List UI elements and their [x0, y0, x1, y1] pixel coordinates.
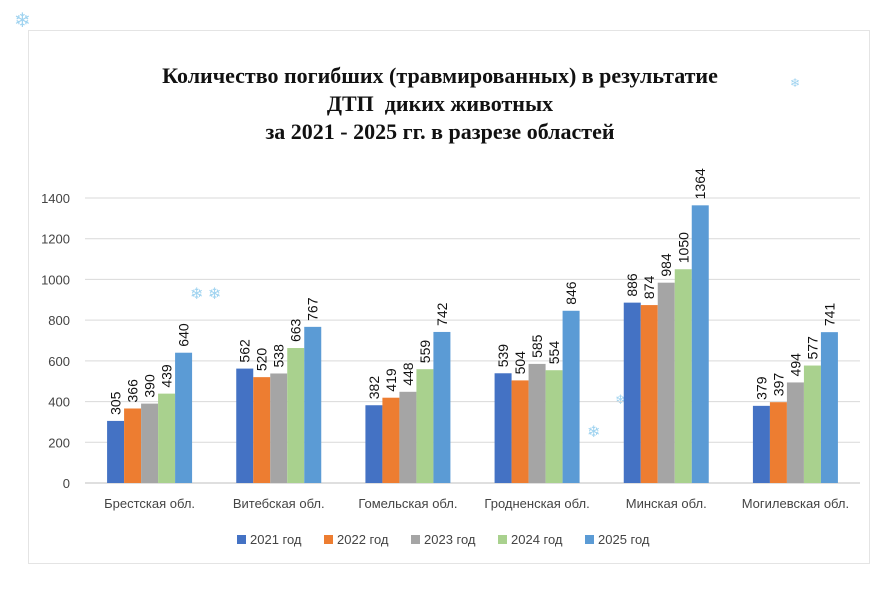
bar — [124, 408, 142, 483]
bar — [236, 368, 254, 483]
chart-title: Количество погибших (травмированных) в р… — [0, 62, 880, 146]
y-tick-label: 1400 — [41, 191, 70, 206]
data-label: 539 — [495, 344, 511, 368]
snowflake-icon: ❄ — [790, 76, 801, 90]
bar — [107, 420, 125, 483]
data-label: 538 — [271, 344, 287, 368]
bar — [141, 403, 159, 483]
bar — [769, 402, 787, 483]
data-label: 742 — [434, 302, 450, 326]
bar — [511, 380, 529, 483]
x-tick-label: Брестская обл. — [104, 496, 195, 511]
data-label: 1050 — [675, 232, 691, 263]
snowflake-icon: ❄ — [615, 392, 626, 407]
legend-swatch — [324, 535, 333, 544]
chart-title-line: ДТП диких животных — [326, 91, 554, 116]
bar — [786, 382, 804, 483]
data-label: 520 — [254, 348, 270, 372]
data-label: 419 — [383, 368, 399, 392]
bar — [270, 373, 288, 483]
y-tick-label: 0 — [63, 476, 70, 491]
bar — [691, 205, 709, 484]
y-tick-label: 600 — [48, 354, 70, 369]
data-label: 366 — [125, 379, 141, 403]
x-tick-label: Минская обл. — [626, 496, 707, 511]
y-tick-label: 800 — [48, 313, 70, 328]
bar — [382, 397, 400, 483]
data-label: 984 — [658, 253, 674, 277]
legend-swatch — [585, 535, 594, 544]
bar — [674, 269, 692, 483]
data-label: 741 — [821, 303, 837, 327]
data-label: 559 — [417, 340, 433, 364]
bar — [623, 302, 641, 483]
legend-swatch — [411, 535, 420, 544]
data-label: 397 — [770, 373, 786, 397]
bar — [399, 391, 417, 483]
legend-label: 2022 год — [337, 532, 389, 547]
data-label: 886 — [624, 273, 640, 297]
bar — [253, 377, 271, 483]
bar — [304, 326, 322, 483]
y-tick-label: 200 — [48, 435, 70, 450]
data-label: 554 — [546, 341, 562, 365]
legend-label: 2025 год — [598, 532, 650, 547]
y-tick-label: 1200 — [41, 232, 70, 247]
bar — [175, 352, 193, 483]
x-tick-label: Гомельская обл. — [358, 496, 457, 511]
y-tick-label: 1000 — [41, 272, 70, 287]
bar — [158, 393, 176, 483]
data-label: 846 — [563, 281, 579, 305]
data-label: 874 — [641, 276, 657, 300]
data-label: 504 — [512, 351, 528, 375]
data-label: 439 — [159, 364, 175, 388]
bar — [657, 282, 675, 483]
x-tick-label: Витебская обл. — [233, 496, 325, 511]
y-tick-label: 400 — [48, 395, 70, 410]
bar — [640, 305, 658, 483]
legend-swatch — [498, 535, 507, 544]
data-label: 448 — [400, 362, 416, 386]
legend-label: 2024 год — [511, 532, 563, 547]
data-label: 663 — [288, 318, 304, 342]
data-label: 382 — [366, 376, 382, 400]
chart-frame — [28, 30, 870, 564]
bar — [365, 405, 383, 483]
data-label: 305 — [108, 391, 124, 415]
bar — [287, 348, 305, 483]
data-label: 1364 — [692, 168, 708, 199]
snowflake-icon: ❄ — [587, 424, 601, 441]
bar — [528, 363, 546, 483]
snowflake-icon: ❄ — [14, 10, 31, 32]
legend-swatch — [237, 535, 246, 544]
x-tick-label: Гродненская обл. — [484, 496, 589, 511]
data-label: 767 — [305, 297, 321, 321]
data-label: 494 — [787, 353, 803, 377]
bar — [752, 405, 770, 483]
x-tick-label: Могилевская обл. — [742, 496, 849, 511]
legend-label: 2023 год — [424, 532, 476, 547]
data-label: 379 — [753, 376, 769, 400]
data-label: 585 — [529, 334, 545, 358]
bar — [433, 331, 451, 483]
bar — [803, 365, 821, 483]
bar — [494, 373, 512, 483]
chart-title-line: за 2021 - 2025 гг. в разрезе областей — [265, 119, 615, 144]
data-label: 390 — [142, 374, 158, 398]
snowflake-icon: ❄ ❄ — [190, 286, 222, 303]
data-label: 562 — [237, 339, 253, 363]
bar — [545, 370, 563, 483]
legend-label: 2021 год — [250, 532, 302, 547]
bar — [820, 332, 838, 483]
bar — [416, 369, 434, 483]
bar — [562, 310, 580, 483]
chart-title-line: Количество погибших (травмированных) в р… — [162, 63, 718, 88]
data-label: 640 — [176, 323, 192, 347]
data-label: 577 — [804, 336, 820, 360]
